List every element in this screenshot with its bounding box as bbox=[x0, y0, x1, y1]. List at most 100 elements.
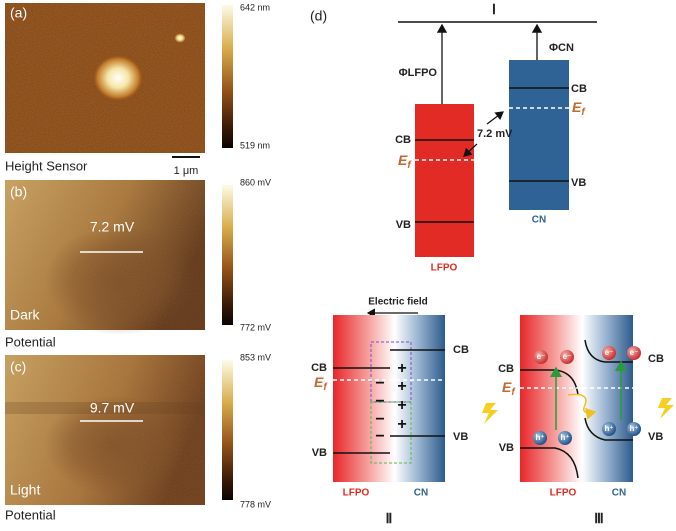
particle bbox=[92, 54, 144, 102]
cn-block bbox=[509, 60, 569, 210]
panel-b: (b) 7.2 mV Dark 860 mV 772 mV Potential bbox=[5, 177, 271, 349]
junction bbox=[520, 315, 633, 482]
annotation: 7.2 mV bbox=[90, 219, 135, 235]
label: VB bbox=[312, 447, 327, 459]
electron-label: e⁻ bbox=[563, 352, 572, 361]
fermi-label: Ef bbox=[314, 374, 328, 393]
diagram-2: Electric field CB Ef VB CB VB + + + + − … bbox=[311, 297, 469, 528]
label: VB bbox=[499, 442, 514, 454]
caption: Potential bbox=[5, 507, 56, 522]
scale-max: 853 mV bbox=[240, 352, 271, 362]
text-part: E bbox=[398, 152, 408, 168]
hole bbox=[602, 422, 616, 436]
band-line bbox=[584, 339, 633, 363]
annotation: 9.7 mV bbox=[90, 400, 135, 416]
lfpo-block bbox=[415, 104, 474, 257]
label: VB bbox=[453, 431, 468, 443]
text-part: f bbox=[511, 387, 516, 398]
label: VB bbox=[396, 219, 411, 231]
material-label: LFPO bbox=[431, 263, 458, 274]
electron bbox=[602, 346, 616, 360]
panel-label: (b) bbox=[10, 184, 27, 200]
colorbar bbox=[222, 5, 233, 148]
minus-charge: − bbox=[375, 428, 384, 445]
depletion-box bbox=[370, 401, 412, 464]
electron-label: e⁻ bbox=[605, 348, 614, 357]
label: CB bbox=[571, 83, 587, 95]
colorbar bbox=[222, 360, 233, 500]
plus-charge: + bbox=[397, 378, 406, 395]
hole bbox=[558, 431, 572, 445]
arrow bbox=[463, 143, 478, 157]
plus-charge: + bbox=[397, 360, 406, 377]
transfer-arrow bbox=[567, 393, 597, 420]
caption: Potential bbox=[5, 334, 56, 349]
material-label: LFPO bbox=[343, 488, 370, 499]
panel-label: (a) bbox=[10, 5, 27, 21]
light-icon bbox=[658, 398, 674, 419]
numeral: Ⅰ bbox=[492, 3, 496, 18]
fermi-label: Ef bbox=[398, 152, 412, 171]
condition: Light bbox=[10, 482, 40, 498]
plus-charge: + bbox=[397, 397, 406, 414]
hole-label: h⁺ bbox=[535, 433, 544, 442]
hole bbox=[627, 422, 641, 436]
hole bbox=[533, 431, 547, 445]
fermi-label: Ef bbox=[502, 379, 516, 398]
material-label: CN bbox=[612, 488, 626, 499]
text-part: E bbox=[502, 379, 512, 395]
label: Electric field bbox=[368, 297, 427, 308]
label: CB bbox=[648, 353, 664, 365]
electron bbox=[560, 350, 574, 364]
text-part: f bbox=[407, 160, 412, 171]
kpfm-texture bbox=[5, 180, 205, 330]
scale-bar-label: 1 μm bbox=[174, 165, 199, 177]
panel-label: (c) bbox=[10, 359, 26, 375]
text-part: f bbox=[323, 382, 328, 393]
material-label: LFPO bbox=[550, 488, 577, 499]
caption: Height Sensor bbox=[5, 158, 88, 173]
text-part: E bbox=[572, 99, 582, 115]
minus-charge: − bbox=[375, 411, 384, 428]
scale-min: 772 mV bbox=[240, 322, 271, 332]
hole-label: h⁺ bbox=[629, 424, 638, 433]
scale-max: 860 mV bbox=[240, 177, 271, 187]
diagram-1: (d) Ⅰ ΦLFPO ΦCN CB Ef VB CB Ef VB 7.2 mV… bbox=[310, 3, 597, 274]
minus-charge: − bbox=[375, 393, 384, 410]
scale-min: 778 mV bbox=[240, 499, 271, 509]
numeral: Ⅲ bbox=[594, 512, 604, 527]
material-label: CN bbox=[532, 215, 546, 226]
label: VB bbox=[571, 177, 586, 189]
electron-label: e⁻ bbox=[537, 352, 546, 361]
label: 7.2 mV bbox=[477, 128, 513, 140]
colorbar bbox=[222, 185, 233, 325]
electron bbox=[534, 350, 548, 364]
scale-max: 642 nm bbox=[240, 2, 270, 12]
label: CB bbox=[311, 362, 327, 374]
band-line bbox=[520, 447, 579, 479]
label: CB bbox=[395, 134, 411, 146]
electron-label: e⁻ bbox=[630, 348, 639, 357]
panel-label: (d) bbox=[310, 8, 327, 24]
material-label: CN bbox=[414, 488, 428, 499]
label: VB bbox=[648, 431, 663, 443]
text-part: f bbox=[581, 107, 586, 118]
label: CB bbox=[498, 363, 514, 375]
label: ΦCN bbox=[549, 42, 574, 54]
panel-a: (a) 642 nm 519 nm Height Sensor 1 μm bbox=[5, 2, 270, 177]
label: CB bbox=[453, 344, 469, 356]
condition: Dark bbox=[10, 307, 41, 323]
particle bbox=[174, 33, 186, 43]
electron bbox=[627, 346, 641, 360]
scale-min: 519 nm bbox=[240, 140, 270, 150]
band-line bbox=[584, 417, 633, 441]
plus-charge: + bbox=[397, 416, 406, 433]
hole-label: h⁺ bbox=[560, 433, 569, 442]
panel-c: (c) 9.7 mV Light 853 mV 778 mV Potential bbox=[5, 352, 271, 522]
light-icon bbox=[482, 403, 498, 424]
hole-label: h⁺ bbox=[604, 424, 613, 433]
arrow bbox=[486, 111, 504, 125]
text-part: E bbox=[314, 374, 324, 390]
kpfm-texture bbox=[5, 355, 205, 505]
